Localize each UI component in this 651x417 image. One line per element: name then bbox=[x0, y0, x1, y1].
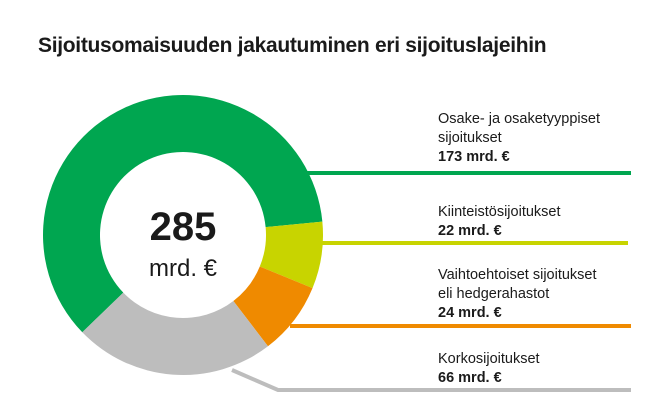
slice-fixed-income bbox=[82, 292, 268, 375]
label-line: Kiinteistösijoitukset bbox=[438, 204, 561, 220]
value-label: 173 mrd. € bbox=[438, 149, 510, 165]
chart-title: Sijoitusomaisuuden jakautuminen eri sijo… bbox=[38, 34, 547, 57]
label-line: Osake- ja osaketyyppiset bbox=[438, 111, 600, 127]
legend-label-alternative: Vaihtoehtoiset sijoitukset eli hedgeraha… bbox=[438, 266, 597, 323]
value-label: 22 mrd. € bbox=[438, 223, 502, 239]
label-line: sijoitukset bbox=[438, 130, 502, 146]
slice-alternative bbox=[233, 266, 313, 347]
center-total: 285 bbox=[149, 205, 217, 249]
legend-label-real-estate: Kiinteistösijoitukset 22 mrd. € bbox=[438, 203, 561, 241]
slice-real-estate bbox=[259, 221, 323, 289]
label-line: eli hedgerahastot bbox=[438, 286, 550, 302]
label-line: Korkosijoitukset bbox=[438, 351, 540, 367]
leader-line-fixed-income bbox=[231, 368, 631, 392]
value-label: 24 mrd. € bbox=[438, 305, 502, 321]
legend-label-fixed-income: Korkosijoitukset 66 mrd. € bbox=[438, 350, 540, 388]
center-unit: mrd. € bbox=[148, 255, 217, 282]
value-label: 66 mrd. € bbox=[438, 370, 502, 386]
label-line: Vaihtoehtoiset sijoitukset bbox=[438, 267, 597, 283]
slice-equities bbox=[42, 94, 323, 333]
legend-label-equities: Osake- ja osaketyyppiset sijoitukset 173… bbox=[438, 110, 600, 167]
